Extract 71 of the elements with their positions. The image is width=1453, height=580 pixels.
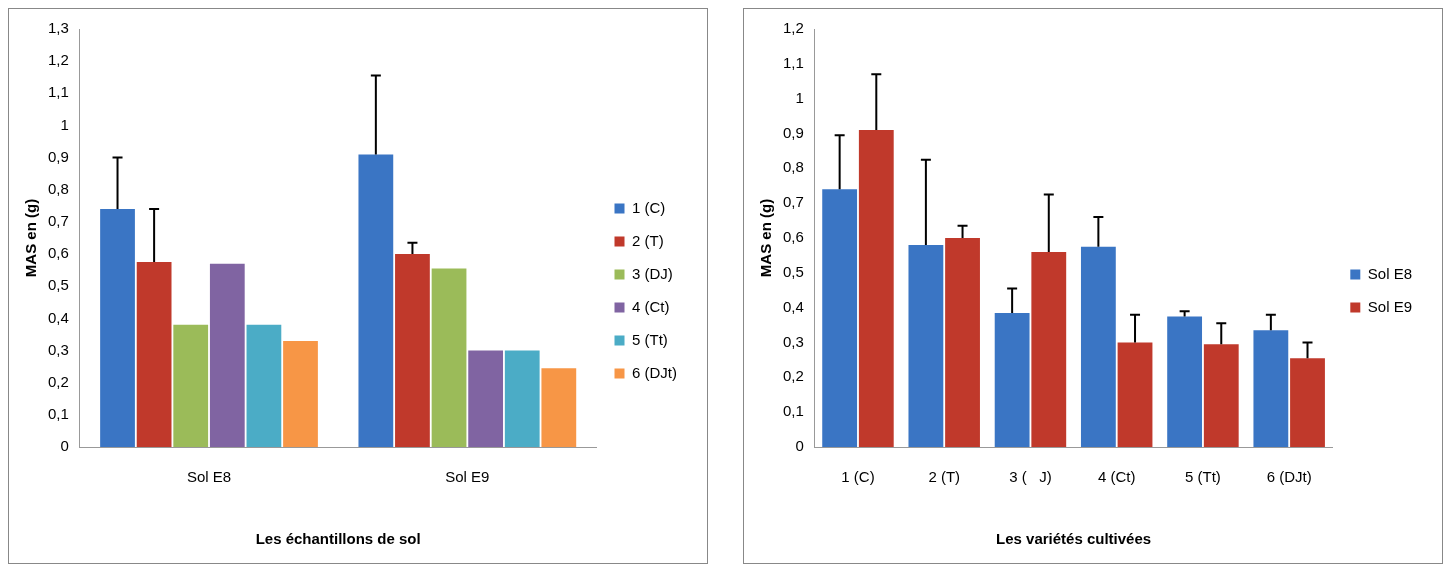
- x-tick-label: 3 ( J): [1009, 468, 1052, 486]
- bar: [395, 254, 430, 447]
- y-tick-label: 0,9: [47, 147, 69, 165]
- bar: [504, 350, 540, 447]
- bar: [1290, 358, 1325, 447]
- legend-label: 4 (Ct): [632, 297, 670, 315]
- y-axis-title: MAS en (g): [757, 198, 775, 278]
- legend-label: Sol E8: [1367, 264, 1413, 282]
- bar: [358, 154, 394, 447]
- bar: [994, 312, 1030, 447]
- y-tick-label: 1,1: [782, 53, 804, 71]
- bar: [1031, 251, 1067, 447]
- y-tick-label: 1,2: [47, 51, 69, 69]
- bar: [1080, 246, 1116, 447]
- bar: [468, 350, 504, 447]
- x-axis-title: Les échantillons de sol: [255, 530, 421, 548]
- x-axis-title: Les variétés cultivées: [996, 530, 1152, 548]
- x-tick-label: 1 (C): [841, 468, 875, 486]
- bar: [246, 324, 282, 447]
- x-tick-label: 5 (Tt): [1185, 468, 1221, 486]
- y-tick-label: 0,9: [782, 123, 804, 141]
- y-tick-label: 1,2: [782, 19, 804, 37]
- bar: [945, 238, 980, 447]
- legend-label: 5 (Tt): [632, 330, 668, 348]
- y-tick-label: 1,3: [47, 19, 69, 37]
- bar: [431, 268, 467, 447]
- y-tick-label: 1: [795, 88, 804, 106]
- y-axis-title: MAS en (g): [22, 198, 40, 278]
- y-tick-label: 0,4: [47, 308, 69, 326]
- y-tick-label: 0: [795, 437, 804, 455]
- bar: [858, 130, 894, 447]
- y-tick-label: 1,1: [47, 83, 69, 101]
- bar: [1167, 316, 1203, 447]
- bar: [100, 209, 135, 447]
- bar: [173, 324, 209, 447]
- bar: [136, 262, 172, 447]
- bar: [209, 263, 245, 447]
- y-tick-label: 0: [60, 437, 69, 455]
- y-tick-label: 0,6: [47, 244, 69, 262]
- bar: [1203, 344, 1239, 447]
- y-tick-label: 0,8: [47, 179, 69, 197]
- y-tick-label: 0,7: [782, 193, 804, 211]
- legend-label: 3 (DJ): [632, 264, 673, 282]
- x-tick-label: 6 (DJt): [1266, 468, 1312, 486]
- x-tick-label: 2 (T): [928, 468, 961, 486]
- x-tick-label: 4 (Ct): [1097, 468, 1136, 486]
- bar: [283, 340, 318, 447]
- y-tick-label: 0,3: [782, 332, 804, 350]
- y-tick-label: 0,7: [47, 212, 69, 230]
- bar: [541, 368, 577, 447]
- y-tick-label: 0,6: [782, 228, 804, 246]
- y-tick-label: 0,8: [782, 158, 804, 176]
- bar: [1117, 342, 1153, 447]
- x-tick-label: Sol E8: [186, 468, 232, 486]
- bar: [1253, 330, 1289, 447]
- y-tick-label: 0,4: [782, 297, 804, 315]
- y-tick-label: 0,3: [47, 340, 69, 358]
- x-tick-label: Sol E9: [445, 468, 490, 486]
- y-tick-label: 0,1: [47, 404, 69, 422]
- y-tick-label: 0,2: [782, 367, 804, 385]
- legend-label: 2 (T): [632, 231, 664, 249]
- y-tick-label: 0,1: [782, 402, 804, 420]
- legend-label: 6 (DJt): [632, 363, 677, 381]
- y-tick-label: 0,5: [47, 276, 69, 294]
- legend-label: Sol E9: [1367, 297, 1413, 315]
- y-tick-label: 1: [60, 115, 69, 133]
- bar: [822, 189, 858, 447]
- bar: [908, 244, 944, 447]
- y-tick-label: 0,5: [782, 262, 804, 280]
- legend-label: 1 (C): [632, 198, 666, 216]
- y-tick-label: 0,2: [47, 372, 69, 390]
